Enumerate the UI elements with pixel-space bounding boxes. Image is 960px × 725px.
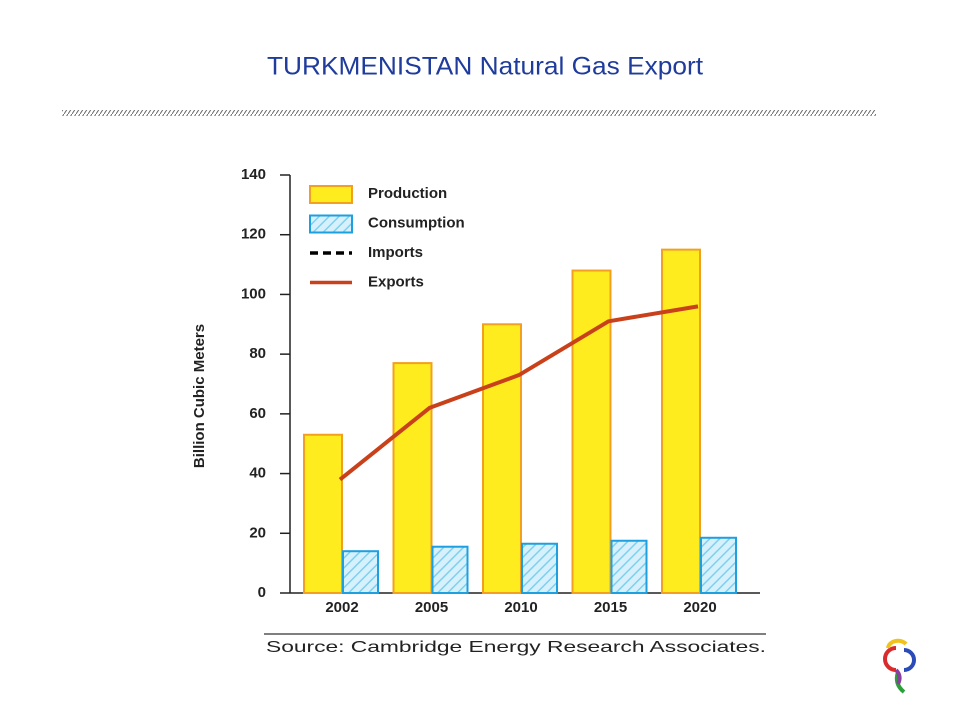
bar	[700, 536, 737, 594]
x-tick-label: 2002	[325, 599, 358, 616]
legend-swatch	[309, 214, 353, 234]
y-tick-label: 60	[249, 405, 266, 422]
legend-label: Imports	[368, 244, 423, 261]
bar	[521, 542, 558, 595]
y-tick-label: 100	[241, 285, 266, 302]
bar	[482, 323, 522, 594]
y-tick-label: 0	[258, 584, 266, 601]
y-tick-label: 40	[249, 465, 266, 482]
line	[338, 304, 699, 482]
x-tick-label: 2020	[683, 599, 716, 616]
x-tick-label: 2010	[504, 599, 537, 616]
x-tick-label: 2015	[594, 599, 627, 616]
y-axis-label: Billion Cubic Meters	[191, 324, 208, 468]
slide-title: TURKMENISTAN Natural Gas Export	[267, 53, 703, 81]
source: Source: Cambridge Energy Research Associ…	[266, 639, 766, 656]
bar	[342, 550, 379, 595]
divider	[62, 110, 876, 116]
y-tick-label: 140	[241, 166, 266, 183]
bar	[303, 433, 343, 594]
y-tick-label: 120	[241, 226, 266, 243]
bar	[571, 269, 612, 594]
x-tick-label: 2005	[415, 599, 448, 616]
bar	[661, 248, 701, 594]
chart: 0 20 40 60 80 100 120 140 2002 2005 2010 2015 2020 Pr…	[241, 166, 760, 616]
legend-label: Production	[368, 185, 447, 202]
bar	[431, 545, 469, 595]
y-tick-label: 80	[249, 345, 266, 362]
bar	[610, 539, 648, 594]
y-tick-label: 20	[249, 524, 266, 541]
legend-swatch	[309, 185, 353, 204]
legend-label: Exports	[368, 273, 424, 290]
legend-label: Consumption	[368, 214, 465, 231]
logo	[883, 638, 916, 694]
bar	[392, 362, 433, 594]
